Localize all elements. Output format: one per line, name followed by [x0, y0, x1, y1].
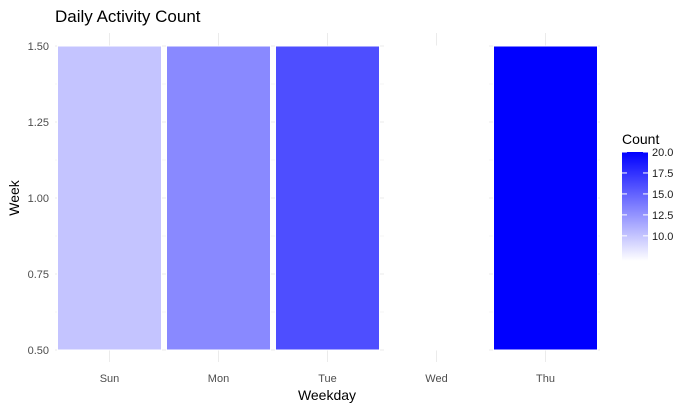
- x-tick-label: Sun: [100, 373, 120, 385]
- y-axis-title: Week: [6, 179, 22, 216]
- y-tick-label: 0.75: [28, 269, 49, 281]
- legend-tick-label: 20.0: [652, 147, 673, 159]
- y-tick-label: 1.00: [28, 193, 49, 205]
- x-tick-label: Tue: [318, 373, 337, 385]
- heatmap-cell-wed: [384, 45, 489, 351]
- heatmap-cell-sun: [57, 45, 162, 351]
- x-tick-label: Thu: [536, 373, 555, 385]
- legend-tick-label: 12.5: [652, 210, 673, 222]
- x-tick-label: Mon: [208, 373, 229, 385]
- heatmap-cell-mon: [166, 45, 271, 351]
- legend-tick-label: 15.0: [652, 189, 673, 201]
- heatmap-cells: [57, 45, 598, 351]
- legend-tick-label: 10.0: [652, 231, 673, 243]
- y-tick-label: 1.50: [28, 41, 49, 53]
- y-tick-label: 0.50: [28, 345, 49, 357]
- heatmap-cell-tue: [275, 45, 380, 351]
- x-tick-label: Wed: [425, 373, 447, 385]
- x-tick-labels: Sun Mon Tue Wed Thu: [100, 373, 555, 385]
- legend-ticks: 20.0 17.5 15.0 12.5 10.0: [622, 147, 673, 243]
- x-axis-title: Weekday: [298, 387, 356, 403]
- y-tick-labels: 0.50 0.75 1.00 1.25 1.50: [28, 41, 49, 357]
- color-legend: Count 20.0 17.5 15.0 12.5 10.0: [622, 131, 673, 261]
- y-tick-label: 1.25: [28, 117, 49, 129]
- heatmap-cell-thu: [493, 45, 598, 351]
- legend-tick-label: 17.5: [652, 168, 673, 180]
- chart-title: Daily Activity Count: [55, 7, 201, 26]
- legend-title: Count: [622, 131, 659, 147]
- legend-color-bar: [622, 152, 648, 261]
